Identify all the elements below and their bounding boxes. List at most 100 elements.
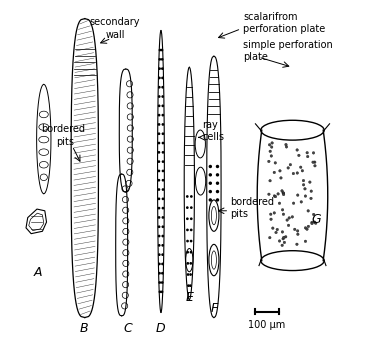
Circle shape <box>285 145 288 148</box>
Circle shape <box>158 169 160 172</box>
Circle shape <box>283 241 286 244</box>
Circle shape <box>304 240 307 243</box>
Circle shape <box>274 195 277 198</box>
Circle shape <box>278 240 281 242</box>
Circle shape <box>162 132 164 135</box>
Circle shape <box>284 236 287 238</box>
Circle shape <box>292 202 295 204</box>
Circle shape <box>289 163 292 166</box>
Circle shape <box>309 181 311 184</box>
Circle shape <box>186 228 189 231</box>
Circle shape <box>216 165 219 168</box>
Circle shape <box>186 217 189 220</box>
Circle shape <box>161 49 163 51</box>
Text: F: F <box>210 301 217 315</box>
Circle shape <box>162 225 164 228</box>
Circle shape <box>311 222 314 225</box>
Circle shape <box>279 169 281 172</box>
Text: pits: pits <box>230 209 248 219</box>
Circle shape <box>296 194 299 197</box>
Circle shape <box>277 192 279 195</box>
Circle shape <box>187 262 189 265</box>
Circle shape <box>190 195 193 198</box>
Circle shape <box>158 49 161 51</box>
Circle shape <box>286 219 288 221</box>
Circle shape <box>268 160 270 163</box>
Circle shape <box>158 132 160 135</box>
Circle shape <box>273 171 276 174</box>
Circle shape <box>158 86 161 88</box>
Circle shape <box>300 201 302 203</box>
Text: ray: ray <box>202 120 218 130</box>
Circle shape <box>271 227 274 229</box>
Circle shape <box>296 229 299 232</box>
Circle shape <box>158 225 160 228</box>
Circle shape <box>162 142 164 144</box>
Circle shape <box>189 273 192 276</box>
Circle shape <box>161 272 164 275</box>
Circle shape <box>158 76 161 79</box>
Circle shape <box>162 114 164 117</box>
Circle shape <box>314 164 316 167</box>
Circle shape <box>296 172 299 174</box>
Circle shape <box>271 142 274 144</box>
Circle shape <box>268 193 270 196</box>
Circle shape <box>162 244 164 247</box>
Circle shape <box>304 188 306 190</box>
Circle shape <box>282 213 285 215</box>
Circle shape <box>158 160 160 163</box>
Circle shape <box>276 228 279 231</box>
Circle shape <box>287 224 290 227</box>
Circle shape <box>158 244 161 247</box>
Circle shape <box>162 95 164 98</box>
Circle shape <box>158 263 161 265</box>
Circle shape <box>161 86 164 88</box>
Circle shape <box>158 179 160 181</box>
Circle shape <box>209 173 212 177</box>
Text: 100 μm: 100 μm <box>248 320 285 330</box>
Circle shape <box>270 155 273 157</box>
Circle shape <box>273 194 276 197</box>
Circle shape <box>301 169 304 172</box>
Circle shape <box>216 198 219 202</box>
Circle shape <box>273 212 276 214</box>
Circle shape <box>282 236 285 239</box>
Circle shape <box>312 152 315 154</box>
Circle shape <box>296 243 298 246</box>
Circle shape <box>161 76 164 79</box>
Text: cells: cells <box>202 132 224 142</box>
Circle shape <box>190 262 192 265</box>
Circle shape <box>209 198 212 202</box>
Circle shape <box>268 143 271 146</box>
Circle shape <box>307 210 310 212</box>
Circle shape <box>299 166 302 168</box>
Circle shape <box>158 272 161 275</box>
Circle shape <box>158 216 160 219</box>
Circle shape <box>161 67 164 70</box>
Text: secondary: secondary <box>90 17 140 27</box>
Text: G: G <box>312 213 321 226</box>
Circle shape <box>314 222 317 225</box>
Circle shape <box>158 198 160 200</box>
Circle shape <box>281 209 284 211</box>
Circle shape <box>269 150 272 153</box>
Circle shape <box>280 177 282 179</box>
Circle shape <box>162 198 164 200</box>
Circle shape <box>209 181 212 185</box>
Text: B: B <box>80 322 89 335</box>
Circle shape <box>209 165 212 168</box>
Circle shape <box>281 189 283 192</box>
Circle shape <box>162 160 165 163</box>
Circle shape <box>281 230 284 233</box>
Circle shape <box>158 95 161 98</box>
Circle shape <box>162 169 165 172</box>
Text: D: D <box>156 322 166 335</box>
Circle shape <box>304 195 307 197</box>
Text: E: E <box>185 292 193 304</box>
Circle shape <box>311 221 313 224</box>
Circle shape <box>269 236 271 239</box>
Circle shape <box>287 167 290 169</box>
Circle shape <box>158 207 160 210</box>
Circle shape <box>186 206 189 209</box>
Circle shape <box>306 151 309 154</box>
